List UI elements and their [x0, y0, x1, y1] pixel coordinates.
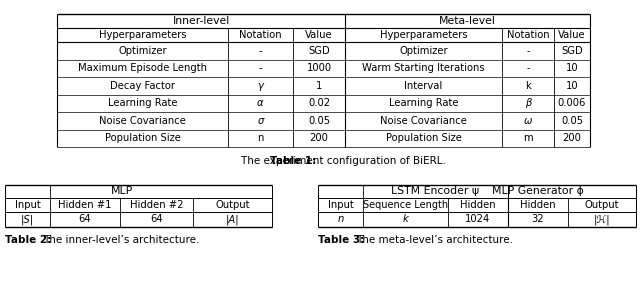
- Text: Table 2:: Table 2:: [5, 235, 51, 245]
- Text: 200: 200: [310, 133, 328, 143]
- Text: Interval: Interval: [404, 81, 443, 91]
- Text: Output: Output: [585, 200, 620, 210]
- Text: Value: Value: [558, 30, 586, 40]
- Text: 10: 10: [566, 63, 579, 73]
- Text: Input: Input: [328, 200, 353, 210]
- Text: σ: σ: [257, 116, 264, 126]
- Text: The inner-level’s architecture.: The inner-level’s architecture.: [43, 235, 200, 245]
- Text: |S|: |S|: [21, 214, 34, 225]
- Text: ω: ω: [524, 116, 532, 126]
- Text: |A|: |A|: [226, 214, 239, 225]
- Text: Value: Value: [305, 30, 333, 40]
- Text: Hidden #1: Hidden #1: [58, 200, 112, 210]
- Text: Noise Covariance: Noise Covariance: [380, 116, 467, 126]
- Text: 1: 1: [316, 81, 322, 91]
- Text: γ: γ: [257, 81, 264, 91]
- Text: MLP: MLP: [110, 187, 132, 197]
- Text: Noise Covariance: Noise Covariance: [99, 116, 186, 126]
- Text: k: k: [525, 81, 531, 91]
- Text: Hyperparameters: Hyperparameters: [99, 30, 186, 40]
- Text: 0.05: 0.05: [561, 116, 583, 126]
- Text: 64: 64: [79, 215, 92, 225]
- Text: 64: 64: [150, 215, 163, 225]
- Text: Table 3:: Table 3:: [318, 235, 364, 245]
- Text: α: α: [257, 98, 264, 108]
- Text: Table 1:: Table 1:: [269, 156, 316, 166]
- Text: Inner-level: Inner-level: [172, 16, 230, 26]
- Text: |ℋ|: |ℋ|: [594, 214, 611, 225]
- Text: 0.05: 0.05: [308, 116, 330, 126]
- Text: Maximum Episode Length: Maximum Episode Length: [78, 63, 207, 73]
- Text: Notation: Notation: [239, 30, 282, 40]
- Text: Optimizer: Optimizer: [118, 46, 167, 56]
- Text: LSTM Encoder ψ: LSTM Encoder ψ: [392, 187, 479, 197]
- Text: -: -: [259, 46, 262, 56]
- Text: Optimizer: Optimizer: [399, 46, 448, 56]
- Text: Output: Output: [215, 200, 250, 210]
- Text: -: -: [259, 63, 262, 73]
- Text: The experiment configuration of BiERL.: The experiment configuration of BiERL.: [202, 156, 445, 166]
- Text: SGD: SGD: [561, 46, 583, 56]
- Text: Notation: Notation: [507, 30, 549, 40]
- Text: Hidden: Hidden: [460, 200, 496, 210]
- Text: The meta-level’s architecture.: The meta-level’s architecture.: [356, 235, 513, 245]
- Text: Population Size: Population Size: [385, 133, 461, 143]
- Text: Hidden: Hidden: [520, 200, 556, 210]
- Text: n: n: [337, 215, 344, 225]
- Text: 0.02: 0.02: [308, 98, 330, 108]
- Text: Decay Factor: Decay Factor: [110, 81, 175, 91]
- Text: Learning Rate: Learning Rate: [108, 98, 177, 108]
- Text: Meta-level: Meta-level: [439, 16, 496, 26]
- Text: 1000: 1000: [307, 63, 332, 73]
- Text: SGD: SGD: [308, 46, 330, 56]
- Text: Sequence Length: Sequence Length: [363, 200, 448, 210]
- Text: 200: 200: [563, 133, 581, 143]
- Text: 10: 10: [566, 81, 579, 91]
- Text: 0.006: 0.006: [558, 98, 586, 108]
- Text: 1024: 1024: [465, 215, 491, 225]
- Text: Population Size: Population Size: [104, 133, 180, 143]
- Text: -: -: [526, 63, 530, 73]
- Text: Input: Input: [15, 200, 40, 210]
- Text: -: -: [526, 46, 530, 56]
- Text: n: n: [257, 133, 264, 143]
- Text: β: β: [525, 98, 531, 108]
- Text: MLP Generator ϕ: MLP Generator ϕ: [492, 187, 584, 197]
- Text: Warm Starting Iterations: Warm Starting Iterations: [362, 63, 485, 73]
- Text: Hidden #2: Hidden #2: [130, 200, 183, 210]
- Text: m: m: [523, 133, 533, 143]
- Text: 32: 32: [532, 215, 544, 225]
- Text: Learning Rate: Learning Rate: [388, 98, 458, 108]
- Text: Hyperparameters: Hyperparameters: [380, 30, 467, 40]
- Text: k: k: [403, 215, 408, 225]
